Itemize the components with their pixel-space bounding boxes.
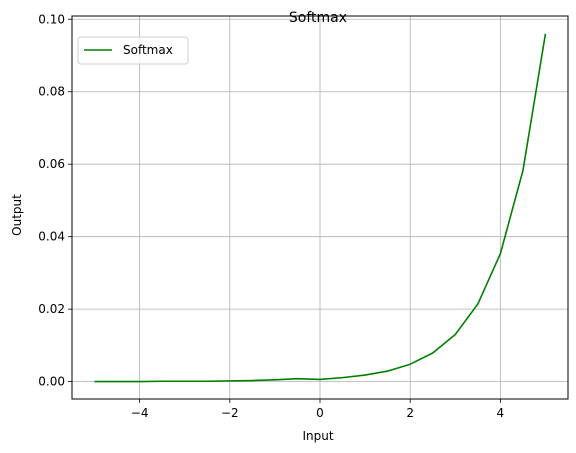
x-tick-label: 2	[406, 406, 414, 420]
legend-label-softmax: Softmax	[123, 43, 173, 57]
y-tick-label: 0.08	[38, 85, 65, 99]
x-tick-label: −4	[131, 406, 149, 420]
y-tick-label: 0.00	[38, 375, 65, 389]
y-tick-label: 0.10	[38, 12, 65, 26]
x-tick-label: −2	[221, 406, 239, 420]
x-tick-label: 0	[316, 406, 324, 420]
x-tick-label: 4	[497, 406, 505, 420]
y-tick-label: 0.02	[38, 302, 65, 316]
y-tick-label: 0.06	[38, 157, 65, 171]
axis-ticks: −4 −2 0 2 4 0.00 0.02 0.04 0.06 0.08 0.10	[38, 12, 504, 420]
series-line-softmax	[94, 33, 547, 383]
y-tick-label: 0.04	[38, 230, 65, 244]
grid-lines	[72, 16, 568, 399]
legend-box	[77, 36, 189, 65]
x-axis-label: Input	[302, 429, 333, 443]
y-axis-label: Output	[10, 194, 24, 236]
chart-title: Softmax	[289, 10, 347, 26]
legend: Softmax	[77, 36, 189, 65]
series-layer	[94, 33, 547, 383]
